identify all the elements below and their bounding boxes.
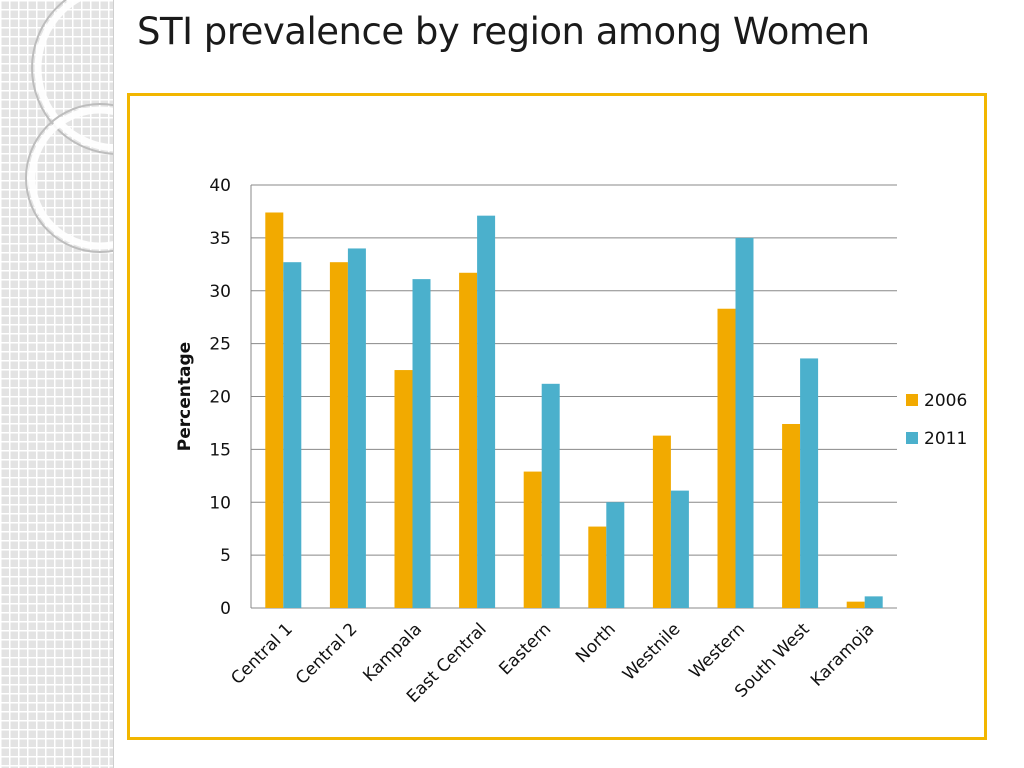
bar-2011-central-2 <box>347 248 366 608</box>
legend-swatch-2006 <box>906 394 918 406</box>
bar-2011-westnile <box>670 490 689 608</box>
bar-2011-eastern <box>541 383 560 608</box>
bar-2006-eastern <box>523 471 542 608</box>
bar-2006-central-1 <box>265 212 284 608</box>
y-tick-label: 0 <box>220 599 231 619</box>
bar-2011-kampala <box>412 279 431 608</box>
legend-swatch-2011 <box>906 432 918 444</box>
x-tick-label: North <box>572 619 620 667</box>
x-tick-label: Eastern <box>495 619 555 679</box>
chart-frame: 0 5 10 15 20 25 30 35 40 Percentage Central 1 Centr… <box>127 93 987 740</box>
bar-2006-kampala <box>394 370 413 608</box>
y-tick-label: 15 <box>209 440 231 460</box>
y-tick-label: 10 <box>209 493 231 513</box>
bar-2006-westnile <box>652 435 671 608</box>
decorative-rings <box>25 0 113 253</box>
y-tick-label: 35 <box>209 229 231 249</box>
y-tick-label: 20 <box>209 388 231 408</box>
bar-2006-central-2 <box>329 262 348 608</box>
bar-2006-western <box>717 308 736 608</box>
bar-2011-east-central <box>477 215 496 608</box>
x-tick-label: Westnile <box>619 619 684 684</box>
bar-2006-south-west <box>782 423 801 608</box>
y-tick-label: 25 <box>209 335 231 355</box>
legend-label-2006: 2006 <box>924 391 967 411</box>
y-tick-label: 5 <box>220 546 231 566</box>
x-tick-label: Central 2 <box>292 619 361 688</box>
slide-title: STI prevalence by region among Women <box>137 10 870 53</box>
bar-2011-south-west <box>800 358 819 608</box>
x-tick-label: Central 1 <box>227 619 296 688</box>
bar-chart: 0 5 10 15 20 25 30 35 40 Percentage Central 1Centr… <box>175 176 967 707</box>
bar-2011-western <box>735 237 754 608</box>
bar-2006-east-central <box>459 272 478 608</box>
bar-2006-karamoja <box>846 601 865 608</box>
decorative-sidebar <box>0 0 114 768</box>
bar-2011-karamoja <box>864 596 883 608</box>
legend-label-2011: 2011 <box>924 429 967 449</box>
bar-2011-north <box>606 502 625 608</box>
y-tick-label: 30 <box>209 282 231 302</box>
y-axis-label: Percentage <box>175 342 195 451</box>
x-tick-label: Karamoja <box>807 619 878 690</box>
y-tick-label: 40 <box>209 176 231 196</box>
bar-2011-central-1 <box>283 262 302 608</box>
x-tick-label: Western <box>686 619 749 682</box>
bar-2006-north <box>588 526 607 608</box>
x-tick-label: Kampala <box>359 619 426 686</box>
